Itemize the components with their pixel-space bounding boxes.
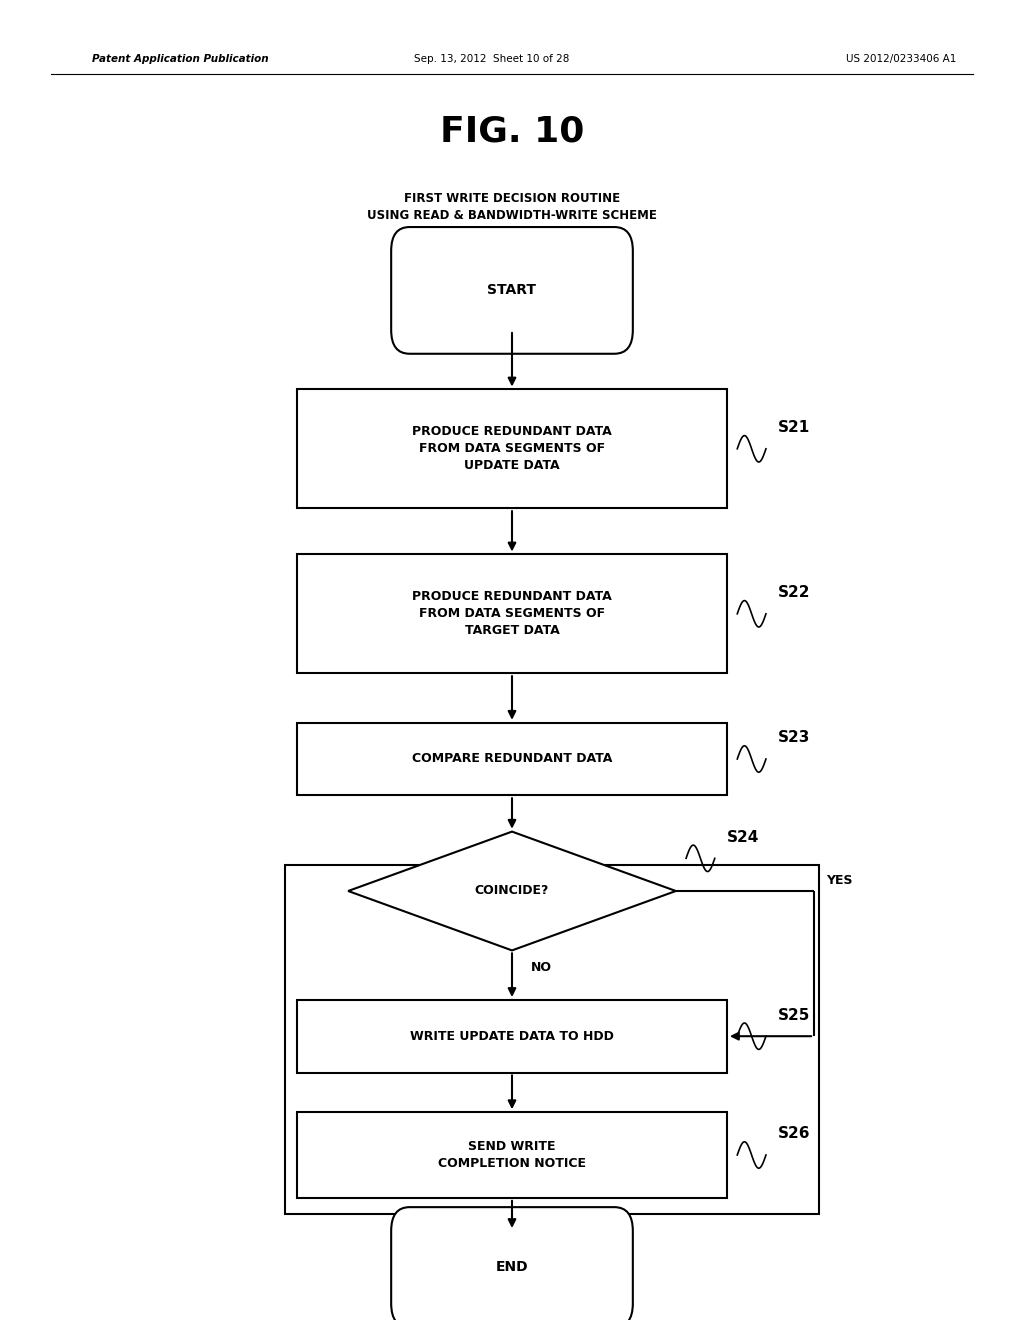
Text: COMPARE REDUNDANT DATA: COMPARE REDUNDANT DATA <box>412 752 612 766</box>
Text: YES: YES <box>826 874 853 887</box>
Bar <box>297 554 727 673</box>
Text: END: END <box>496 1261 528 1274</box>
FancyBboxPatch shape <box>391 1206 633 1320</box>
Bar <box>297 1111 727 1199</box>
FancyBboxPatch shape <box>391 227 633 354</box>
Text: NO: NO <box>530 961 552 974</box>
Text: FIG. 10: FIG. 10 <box>440 115 584 149</box>
Bar <box>285 865 819 1214</box>
Bar <box>297 723 727 795</box>
Text: PRODUCE REDUNDANT DATA
FROM DATA SEGMENTS OF
UPDATE DATA: PRODUCE REDUNDANT DATA FROM DATA SEGMENT… <box>412 425 612 473</box>
Text: START: START <box>487 284 537 297</box>
Text: S25: S25 <box>778 1007 811 1023</box>
Text: FIRST WRITE DECISION ROUTINE
USING READ & BANDWIDTH-WRITE SCHEME: FIRST WRITE DECISION ROUTINE USING READ … <box>367 193 657 222</box>
Text: SEND WRITE
COMPLETION NOTICE: SEND WRITE COMPLETION NOTICE <box>438 1140 586 1170</box>
Text: COINCIDE?: COINCIDE? <box>475 884 549 898</box>
Text: WRITE UPDATE DATA TO HDD: WRITE UPDATE DATA TO HDD <box>410 1030 614 1043</box>
Bar <box>297 1001 727 1072</box>
Polygon shape <box>348 832 676 950</box>
Text: S24: S24 <box>727 830 760 845</box>
Text: S21: S21 <box>778 420 810 436</box>
Text: S22: S22 <box>778 585 811 601</box>
Text: US 2012/0233406 A1: US 2012/0233406 A1 <box>846 54 956 65</box>
Bar <box>297 389 727 508</box>
Text: Patent Application Publication: Patent Application Publication <box>92 54 268 65</box>
Text: Sep. 13, 2012  Sheet 10 of 28: Sep. 13, 2012 Sheet 10 of 28 <box>414 54 569 65</box>
Text: PRODUCE REDUNDANT DATA
FROM DATA SEGMENTS OF
TARGET DATA: PRODUCE REDUNDANT DATA FROM DATA SEGMENT… <box>412 590 612 638</box>
Text: S26: S26 <box>778 1126 811 1142</box>
Text: S23: S23 <box>778 730 811 746</box>
